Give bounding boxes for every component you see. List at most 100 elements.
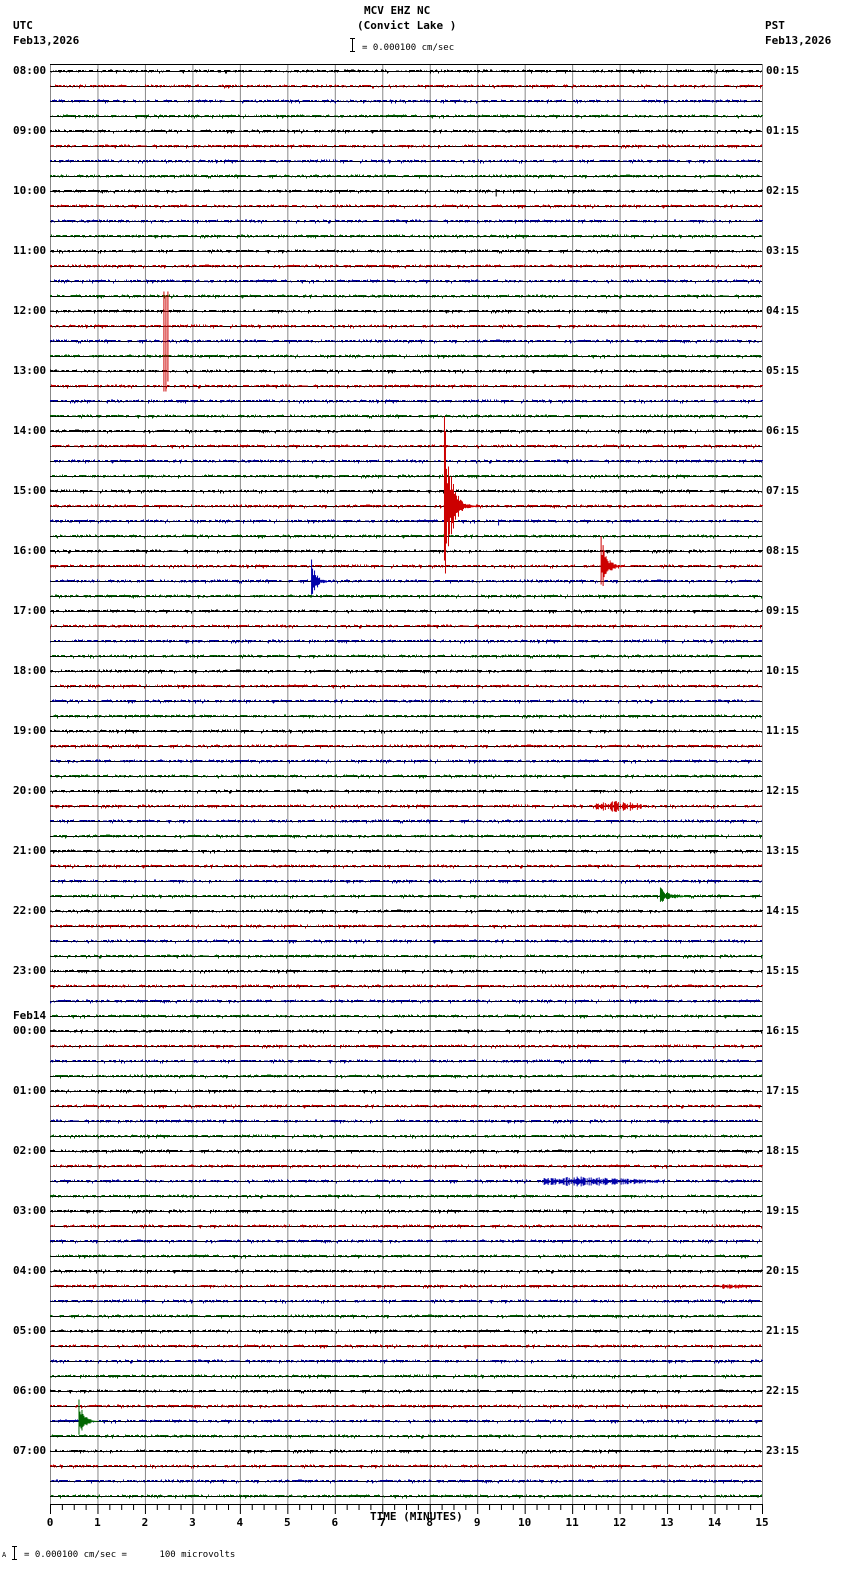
trace-noise (50, 804, 762, 809)
trace-noise (50, 144, 762, 149)
seismic-event (595, 801, 653, 812)
trace-noise (50, 279, 761, 284)
x-tick-label: 13 (660, 1516, 673, 1529)
seismic-event (443, 416, 482, 574)
x-tick-label: 11 (566, 1516, 580, 1529)
pst-hour-label: 14:15 (766, 904, 800, 917)
pst-hour-label: 16:15 (766, 1024, 800, 1037)
pst-hour-label: 09:15 (766, 604, 800, 617)
trace-noise (50, 879, 762, 884)
trace-noise (51, 1209, 761, 1214)
station-location: (Convict Lake ) (357, 19, 457, 32)
utc-hour-label: 13:00 (13, 364, 47, 377)
seismic-event (659, 887, 717, 902)
trace-noise (51, 1434, 760, 1439)
trace-noise (51, 1494, 762, 1499)
utc-hour-label: 04:00 (13, 1264, 47, 1277)
trace-noise (51, 1479, 761, 1484)
trace-noise (50, 639, 762, 644)
trace-noise (52, 1014, 762, 1019)
pst-hour-label: 07:15 (766, 484, 800, 497)
trace-noise (50, 489, 762, 494)
trace-noise (50, 1464, 762, 1469)
trace-noise (50, 1404, 762, 1409)
utc-hour-label: 17:00 (13, 604, 47, 617)
trace-noise (51, 384, 763, 389)
x-tick-label: 3 (189, 1516, 196, 1529)
trace-noise (51, 234, 762, 239)
pst-hour-label: 02:15 (766, 184, 800, 197)
trace-noise (50, 1059, 762, 1064)
trace-noise (52, 654, 761, 659)
seismic-event (163, 291, 169, 392)
trace-noise (50, 939, 762, 944)
trace-noise (50, 1134, 762, 1139)
trace-noise (52, 444, 760, 449)
pst-date: Feb13,2026 (765, 34, 832, 47)
pst-hour-label: 23:15 (766, 1444, 800, 1457)
trace-noise (50, 1149, 763, 1154)
trace-noise (50, 1299, 760, 1304)
pst-hour-label: 03:15 (766, 244, 800, 257)
trace-noise (50, 1224, 762, 1229)
trace-noise (50, 1044, 762, 1049)
trace-noise (50, 429, 762, 434)
utc-hour-label: 08:00 (13, 64, 47, 77)
trace-noise (51, 1089, 761, 1094)
utc-hour-label: 06:00 (13, 1384, 47, 1397)
x-tick-label: 1 (94, 1516, 101, 1529)
trace-noise (50, 129, 761, 134)
pst-hour-label: 19:15 (766, 1204, 800, 1217)
utc-hour-label: 18:00 (13, 664, 47, 677)
trace-noise (50, 1239, 760, 1244)
x-tick-label: 14 (708, 1516, 722, 1529)
trace-noise (50, 984, 763, 989)
trace-noise (50, 999, 760, 1004)
trace-noise (54, 459, 763, 464)
pst-hour-label: 21:15 (766, 1324, 800, 1337)
pst-hour-label: 22:15 (766, 1384, 800, 1397)
trace-noise (50, 309, 762, 314)
utc-hour-label: 15:00 (13, 484, 47, 497)
trace-noise (50, 624, 762, 629)
footer-scale-bar-icon (12, 1546, 17, 1560)
pst-hour-label: 01:15 (766, 124, 800, 137)
trace-noise (50, 954, 763, 959)
trace-noise (50, 909, 763, 914)
trace-noise (51, 1329, 762, 1334)
x-tick-label: 12 (613, 1516, 626, 1529)
scale-text: = 0.000100 cm/sec (362, 43, 455, 53)
trace-noise (50, 1419, 762, 1424)
pst-hour-label: 11:15 (766, 724, 800, 737)
trace-noise (53, 1074, 762, 1079)
footer-scale-text: = 0.000100 cm/sec = 100 microvolts (24, 1550, 236, 1560)
x-tick-label: 2 (142, 1516, 149, 1529)
trace-noise (52, 474, 762, 479)
pst-hour-label: 05:15 (766, 364, 800, 377)
trace-noise (50, 1314, 761, 1319)
trace-noise (50, 579, 760, 584)
trace-noise (50, 1194, 763, 1199)
pst-label: PST (765, 19, 785, 32)
trace-noise (50, 1164, 763, 1169)
trace-noise (50, 759, 761, 764)
trace-noise (50, 264, 762, 269)
trace-noise (50, 549, 763, 554)
trace-noise (53, 834, 762, 839)
pst-hour-label: 08:15 (766, 544, 800, 557)
trace-noise (50, 1104, 761, 1109)
trace-noise (50, 339, 762, 344)
utc-hour-label: 19:00 (13, 724, 47, 737)
trace-noise (50, 294, 761, 299)
seismic-event (600, 536, 634, 586)
x-tick-label: 7 (379, 1516, 386, 1529)
trace-noise (50, 369, 761, 374)
scale-bar-icon (350, 38, 355, 52)
x-tick-label: 8 (426, 1516, 433, 1529)
trace-noise (51, 1269, 763, 1274)
trace-noise (50, 1284, 761, 1289)
trace-noise (50, 159, 760, 164)
x-tick-label: 6 (331, 1516, 338, 1529)
trace-noise (50, 729, 762, 734)
